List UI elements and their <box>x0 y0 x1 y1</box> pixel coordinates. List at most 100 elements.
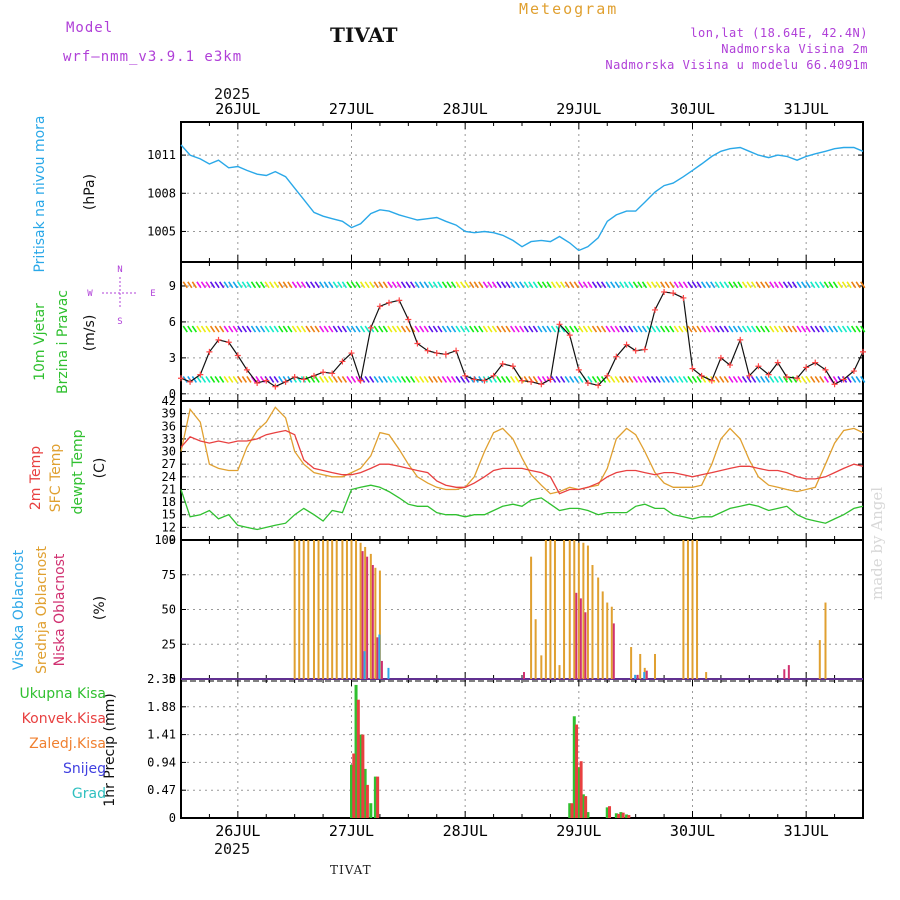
wind-barb <box>446 281 452 289</box>
wind-barb <box>805 375 811 383</box>
wind-barb <box>373 281 379 289</box>
wind-barb <box>569 281 575 289</box>
wind-barb <box>387 325 393 333</box>
wind-barb <box>682 281 689 289</box>
wind-barb <box>578 375 584 383</box>
cloud-mid-bar <box>597 577 600 679</box>
wind-marker <box>310 372 317 379</box>
wind-barb <box>400 375 407 383</box>
wind-barb <box>596 325 602 333</box>
wind-barb <box>769 281 775 289</box>
cloud-low-bar <box>523 672 525 679</box>
wind-barb <box>564 325 570 333</box>
wind-barb <box>350 281 357 289</box>
cloud-mid-bar <box>558 665 561 679</box>
wind-barb <box>241 325 248 333</box>
wind-barb <box>428 325 434 333</box>
cloud-mid-bar <box>553 540 556 679</box>
wind-barb <box>687 375 693 383</box>
year-top: 2025 <box>214 85 251 103</box>
cloud-mid-bar <box>331 540 334 679</box>
wind-barb <box>464 325 470 333</box>
wind-marker <box>396 297 403 304</box>
wind-barb <box>259 281 266 289</box>
wind-barb <box>787 325 793 333</box>
y-tick-label: 33 <box>162 432 176 446</box>
wind-barb <box>187 281 193 289</box>
wind-barb <box>287 325 293 333</box>
wind-barb <box>241 281 248 289</box>
wind-barb <box>450 325 457 333</box>
cloud-low-bar <box>371 565 374 679</box>
wind-barb <box>478 281 484 289</box>
wind-barb <box>246 325 252 333</box>
wind-barb <box>523 325 529 333</box>
wind-barb <box>587 375 593 383</box>
precip-convective-bar <box>356 699 360 818</box>
y-tick-label: 1008 <box>147 186 176 200</box>
cloud-high-bar <box>378 634 381 679</box>
wind-barb <box>741 325 748 333</box>
wind-barb <box>582 325 589 333</box>
wind-barb <box>214 281 220 289</box>
wind-barb <box>491 325 498 333</box>
wind-barb <box>664 375 670 383</box>
wind-barb <box>550 325 557 333</box>
wind-marker <box>215 336 222 343</box>
wind-barb <box>491 281 498 289</box>
wind-barb <box>487 325 493 333</box>
wind-barb <box>646 325 652 333</box>
model-label: Model <box>66 20 114 36</box>
wind-barb <box>191 325 198 333</box>
wind-barb <box>737 375 743 383</box>
wind-barb <box>314 325 320 333</box>
wind-barb <box>309 281 316 289</box>
wind-barb <box>287 281 293 289</box>
wind-barb <box>855 325 861 333</box>
wind-barb <box>746 281 752 289</box>
y-tick-label: 15 <box>162 508 176 522</box>
wind-barb <box>828 281 834 289</box>
wind-barb <box>218 325 225 333</box>
wind-barb <box>691 375 698 383</box>
wind-barb <box>205 325 211 333</box>
wind-barb <box>760 375 766 383</box>
wind-barb <box>278 325 284 333</box>
wind-barb <box>782 325 789 333</box>
wind-barb <box>505 325 511 333</box>
wind-barb <box>382 325 388 333</box>
wind-barb <box>710 281 716 289</box>
legend-total-rain: Ukupna Kisa <box>19 686 106 702</box>
y-tick-label: 21 <box>162 482 176 496</box>
wind-barb <box>710 325 716 333</box>
wind-barb <box>660 325 666 333</box>
cloud-mid-bar <box>322 540 325 679</box>
cloud-mid-bar <box>378 570 381 679</box>
wind-barb <box>714 375 720 383</box>
wind-barb <box>523 281 529 289</box>
precip-convective-bar <box>627 815 631 818</box>
wind-barb <box>760 325 766 333</box>
wind-barb <box>509 281 516 289</box>
wind-barb <box>841 325 848 333</box>
wind-barb <box>323 375 329 383</box>
cloud-low-bar <box>361 551 364 679</box>
wind-barb <box>655 375 661 383</box>
wind-barb <box>364 375 370 383</box>
wind-marker <box>623 341 630 348</box>
station-bottom: TIVAT <box>330 863 372 877</box>
pressure-line <box>180 144 864 252</box>
wind-barb <box>455 281 461 289</box>
wind-barb <box>832 325 839 333</box>
wind-barb <box>405 375 411 383</box>
wind-barb <box>705 325 711 333</box>
wind-marker <box>794 375 801 382</box>
wind-barb <box>750 281 757 289</box>
wind-marker <box>187 378 194 385</box>
cloud-mid-bar <box>824 602 827 679</box>
wind-barb <box>546 281 552 289</box>
wind-barb <box>823 375 830 383</box>
day-label-top: 28JUL <box>443 100 488 118</box>
wind-barb <box>419 281 425 289</box>
wind-barb <box>391 281 398 289</box>
